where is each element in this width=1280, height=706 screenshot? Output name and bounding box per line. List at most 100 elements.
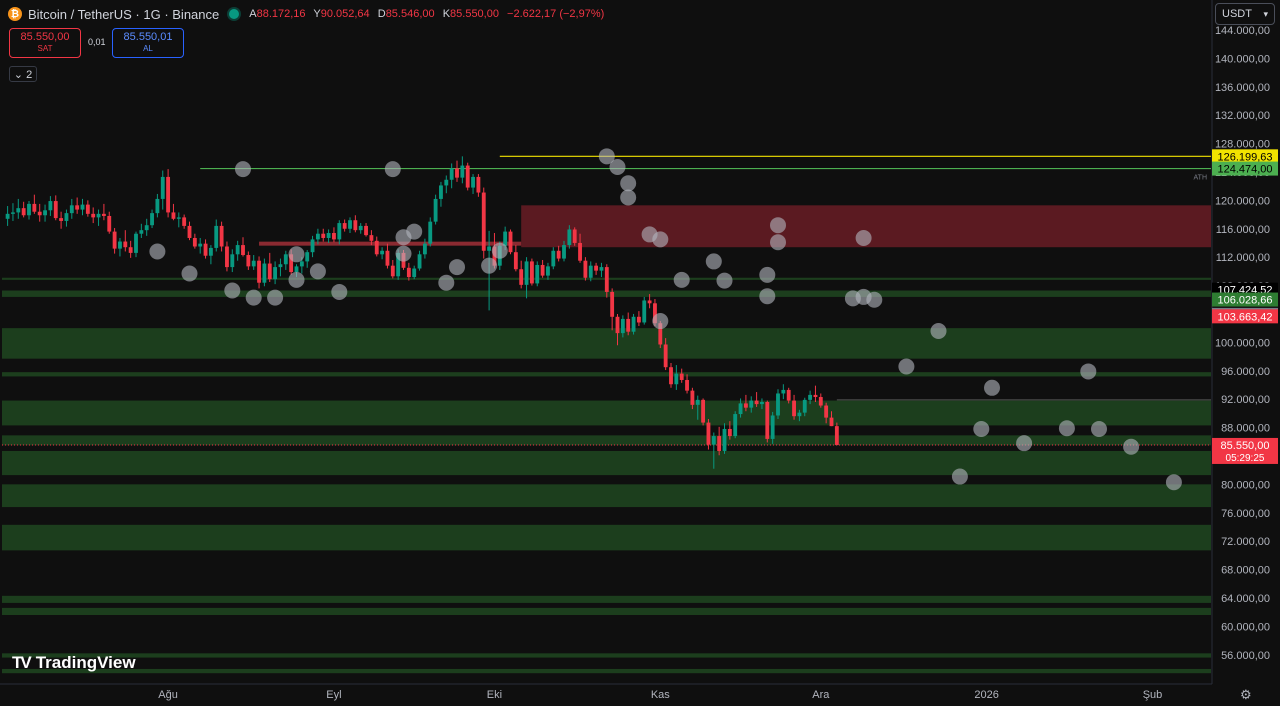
sell-price: 85.550,00 — [20, 31, 70, 43]
ohlc-high: 90.052,64 — [320, 8, 370, 20]
tradingview-wordmark: TradingView — [35, 653, 136, 672]
support-zone — [2, 484, 1211, 508]
candle-body — [711, 436, 716, 445]
candle-body — [524, 261, 529, 285]
candle-body — [128, 247, 133, 253]
ath-tag: ATH — [1194, 175, 1207, 182]
candle-body — [540, 264, 545, 276]
indicators-toggle-button[interactable]: ⌄ 2 — [9, 66, 37, 82]
candle-body — [487, 246, 492, 251]
sell-button[interactable]: 85.550,00 SAT — [9, 28, 81, 58]
candle-body — [433, 198, 438, 222]
candle-body — [604, 267, 609, 292]
candle-body — [69, 205, 74, 214]
pivot-marker — [620, 175, 637, 192]
candle-body — [134, 233, 138, 253]
y-tick-label: 76.000,00 — [1221, 508, 1270, 520]
gear-icon[interactable]: ⚙ — [1240, 687, 1252, 702]
candle-body — [562, 245, 566, 259]
support-zone — [2, 668, 1211, 674]
candle-body — [235, 245, 240, 255]
pivot-marker — [1123, 438, 1140, 455]
y-tick-label: 68.000,00 — [1221, 565, 1270, 577]
pivot-marker — [652, 313, 669, 330]
tradingview-logo[interactable]: TV TradingView — [12, 653, 136, 673]
candle-body — [669, 367, 673, 385]
support-zone — [2, 607, 1211, 615]
candle-body — [385, 250, 390, 266]
pivot-marker — [673, 271, 690, 288]
candle-body — [353, 220, 358, 231]
candle-body — [727, 428, 732, 437]
currency-select[interactable]: USDT ▾ — [1215, 3, 1275, 25]
candle-body — [701, 399, 706, 423]
candle-body — [583, 260, 588, 278]
pivot-marker — [770, 234, 786, 251]
price-axis-background — [1212, 0, 1280, 706]
y-tick-label: 144.000,00 — [1215, 25, 1270, 37]
sell-label: SAT — [37, 44, 53, 53]
y-tick-label: 64.000,00 — [1221, 593, 1270, 605]
candle-body — [75, 205, 80, 210]
candle-body — [770, 415, 775, 439]
candle-body — [679, 373, 684, 380]
y-tick-label: 132.000,00 — [1215, 110, 1270, 122]
candle-body — [481, 192, 486, 251]
pivot-marker — [491, 242, 508, 259]
candle-body — [786, 389, 791, 401]
price-label-box — [1212, 292, 1278, 307]
pivot-marker — [384, 161, 401, 178]
pivot-marker — [641, 226, 658, 243]
candle-body — [706, 422, 711, 445]
candle-body — [776, 393, 780, 416]
x-tick-label: Kas — [651, 689, 670, 701]
candle-body — [834, 426, 839, 445]
candle-body — [529, 261, 534, 284]
pivot-marker — [267, 289, 284, 306]
y-tick-label: 80.000,00 — [1221, 479, 1270, 491]
pivot-marker — [716, 272, 733, 289]
candle-body — [551, 250, 556, 267]
candle-body — [225, 246, 229, 268]
candle-body — [599, 267, 604, 271]
candle-body — [396, 252, 401, 277]
support-zone — [2, 328, 1211, 359]
price-label: 124.474,00 — [1217, 164, 1272, 176]
pivot-marker — [331, 283, 348, 300]
candle-body — [267, 263, 272, 280]
candle-body — [241, 245, 245, 256]
candle-body — [610, 291, 615, 317]
candle-body — [96, 213, 101, 218]
candle-body — [460, 165, 465, 178]
pivot-marker — [395, 229, 412, 246]
candle-body — [513, 252, 518, 270]
candle-body — [251, 260, 256, 267]
pivot-marker — [224, 282, 241, 299]
pivot-marker — [770, 217, 786, 234]
candle-body — [439, 185, 443, 199]
pivot-marker — [1165, 474, 1182, 491]
candle-body — [588, 265, 593, 278]
support-zone — [2, 595, 1211, 603]
candle-body — [578, 242, 582, 261]
candle-body — [118, 241, 122, 249]
candle-body — [257, 260, 261, 283]
candle-body — [717, 436, 722, 451]
buy-button[interactable]: 85.550,01 AL — [112, 28, 184, 58]
symbol-title[interactable]: Bitcoin / TetherUS · 1G · Binance — [28, 6, 220, 22]
candle-body — [743, 403, 748, 408]
price-label: 85.550,00 — [1221, 440, 1270, 452]
candle-body — [695, 399, 700, 405]
candle-body — [332, 233, 336, 240]
candle-body — [508, 231, 513, 253]
ohlc-low: 85.546,00 — [385, 8, 435, 20]
symbol-header: ₿ Bitcoin / TetherUS · 1G · Binance A88.… — [8, 5, 609, 23]
candle-body — [620, 318, 625, 334]
candle-body — [59, 218, 64, 221]
pivot-marker — [1080, 363, 1097, 380]
candle-body — [808, 394, 813, 400]
y-tick-label: 72.000,00 — [1221, 536, 1270, 548]
candle-body — [615, 316, 620, 334]
candle-body — [101, 213, 106, 216]
